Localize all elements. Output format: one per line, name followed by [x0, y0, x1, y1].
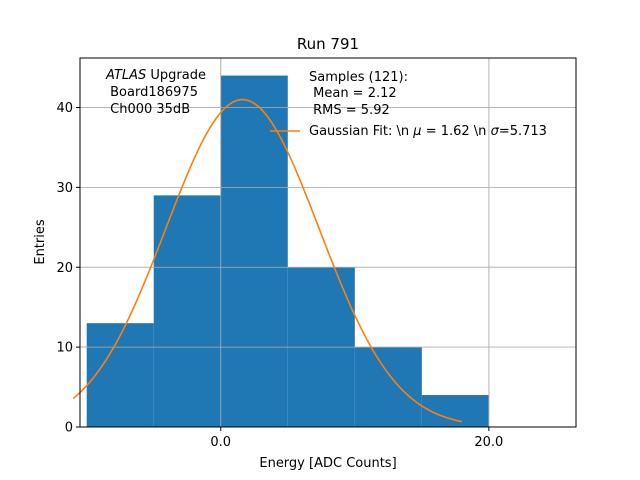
histogram-bar-2	[220, 75, 288, 428]
atlas-label: ATLAS Upgrade	[105, 68, 206, 83]
samples-rms: RMS = 5.92	[309, 103, 390, 118]
y-tick-label-4: 40	[56, 101, 73, 116]
y-tick-label-1: 10	[56, 341, 73, 356]
histogram-bar-1	[153, 195, 221, 427]
legend-mu-symbol: μ	[412, 124, 421, 139]
histogram-bar-4	[354, 347, 422, 427]
info-annotation: ATLAS Upgrade Board186975 Ch000 35dB	[105, 68, 206, 117]
board-label: Board186975	[106, 85, 198, 100]
gaussian-fit	[72, 98, 463, 423]
x-tick-label-0: 0.0	[210, 435, 231, 450]
x-tick-label-1: 20.0	[474, 435, 503, 450]
x-axis-label: Energy [ADC Counts]	[259, 456, 396, 471]
plot-frame	[79, 57, 577, 428]
y-tick-label-3: 30	[56, 181, 73, 196]
upgrade-word: Upgrade	[146, 68, 206, 83]
samples-mean: Mean = 2.12	[309, 86, 397, 101]
chart-title: Run 791	[297, 35, 359, 53]
histogram-bar-0	[86, 323, 154, 427]
gaussian-fit-curve	[72, 98, 463, 423]
legend: Samples (121): Mean = 2.12 RMS = 5.92 Ga…	[270, 70, 547, 139]
histogram-bars	[80, 58, 576, 428]
legend-sigma-value: =5.713	[499, 124, 547, 139]
legend-mu-value: = 1.62 \n	[422, 124, 491, 139]
samples-header: Samples (121):	[309, 70, 408, 85]
legend-fit-label: Gaussian Fit: \n μ = 1.62 \n σ=5.713	[309, 124, 547, 139]
y-tick-label-2: 20	[56, 261, 73, 276]
channel-label: Ch000 35dB	[106, 102, 190, 117]
atlas-word: ATLAS	[105, 68, 146, 83]
histogram-bar-5	[421, 395, 489, 427]
axis-ticks: 0 10 20 30 40 0.0 20.0	[56, 101, 503, 450]
legend-fit-prefix: Gaussian Fit: \n	[309, 124, 413, 139]
y-axis-label: Entries	[33, 219, 48, 265]
y-tick-label-0: 0	[65, 421, 73, 436]
legend-sigma-symbol: σ	[491, 124, 500, 139]
